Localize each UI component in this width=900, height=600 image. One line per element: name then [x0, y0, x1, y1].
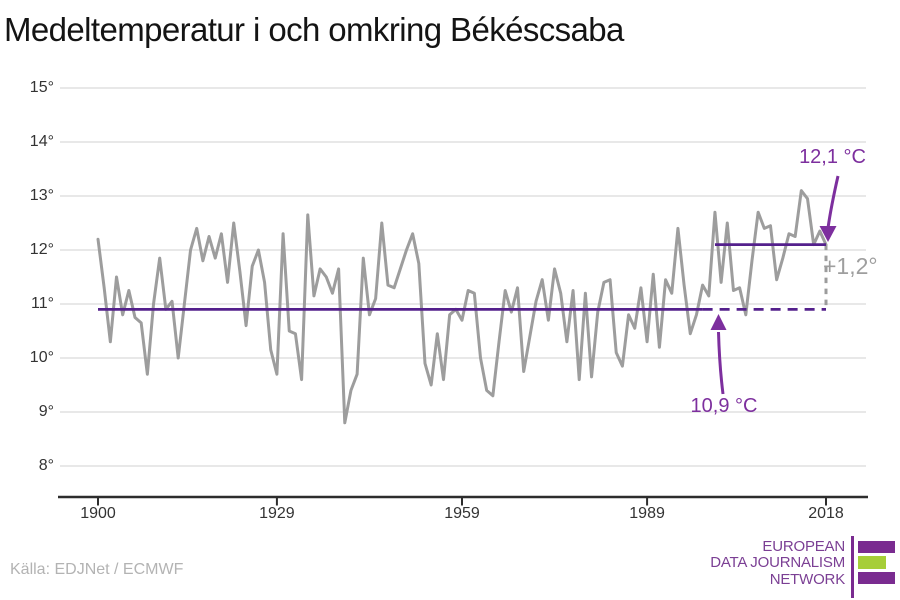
- y-tick-label: 15°: [29, 79, 54, 96]
- source-credit: Källa: EDJNet / ECMWF: [10, 561, 184, 578]
- x-tick-label: 1959: [444, 505, 480, 522]
- x-tick-label: 1989: [629, 505, 665, 522]
- logo-divider: [851, 536, 854, 598]
- y-tick-label: 8°: [38, 457, 54, 474]
- chart-title: Medeltemperatur i och omkring Békéscsaba: [4, 11, 624, 48]
- y-tick-label: 12°: [29, 241, 54, 258]
- current-arrow-shaft: [826, 175, 840, 229]
- logo-line-data-journalism: DATA JOURNALISM: [710, 554, 845, 572]
- x-tick-label: 1929: [259, 505, 295, 522]
- logo-bar-green: [858, 556, 886, 569]
- temperature-line: [96, 189, 828, 425]
- y-tick-label: 13°: [29, 187, 54, 204]
- y-tick-label: 11°: [30, 295, 54, 312]
- logo-line-european: EUROPEAN: [762, 538, 845, 555]
- y-tick-label: 9°: [38, 403, 54, 420]
- delta-label: +1,2°: [823, 253, 878, 279]
- baseline-value-label: 10,9 °C: [690, 395, 758, 417]
- edjnet-logo-text: EUROPEAN DATA JOURNALISM NETWORK: [710, 536, 845, 598]
- baseline-arrow-shaft: [717, 331, 725, 395]
- x-tick-label: 2018: [808, 505, 844, 522]
- current-arrow-head: [819, 226, 837, 242]
- y-tick-label: 14°: [29, 133, 54, 150]
- current-value-label: 12,1 °C: [799, 146, 866, 168]
- x-tick-label: 1900: [80, 505, 116, 522]
- logo-bar-purple-top: [858, 541, 895, 553]
- edjnet-logo: EUROPEAN DATA JOURNALISM NETWORK: [710, 536, 895, 598]
- logo-bars: [858, 536, 895, 598]
- logo-line-network: NETWORK: [769, 570, 845, 588]
- y-tick-label: 10°: [29, 349, 54, 366]
- logo-bar-purple-bottom: [858, 572, 895, 584]
- baseline-arrow-head: [710, 314, 727, 330]
